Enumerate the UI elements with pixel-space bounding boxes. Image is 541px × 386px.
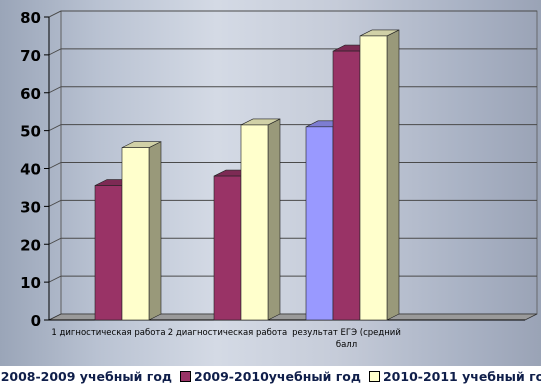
y-tick-label: 70 — [20, 47, 41, 65]
legend-item-2009-2010: 2009-2010учебный год — [180, 369, 361, 384]
y-tick-label: 10 — [20, 274, 41, 292]
legend-swatch-2009-2010 — [180, 370, 192, 382]
bar-chart: 0 10 20 30 40 50 60 70 80 1 дигностическая работа… — [20, 9, 538, 350]
gridline — [48, 48, 537, 56]
bar — [359, 35, 388, 321]
bar-side — [267, 118, 281, 321]
y-tick-label: 60 — [20, 85, 41, 103]
gridline — [48, 124, 537, 132]
legend-label-2009-2010: 2009-2010учебный год — [194, 368, 361, 384]
bar-side — [148, 141, 162, 321]
gridline — [48, 10, 537, 18]
bar-side — [386, 29, 400, 321]
x-category-label: балл — [336, 340, 357, 350]
x-category-label: 2 диагностическая работа — [168, 328, 287, 338]
legend-item-2010-2011: 2010-2011 учебный год — [368, 368, 541, 384]
bar — [121, 147, 150, 321]
bar — [332, 50, 361, 321]
legend-item-2008-2009: 2008-2009 учебный год — [0, 369, 172, 384]
y-tick-label: 40 — [20, 161, 41, 179]
bar — [305, 126, 334, 321]
y-tick-label: 80 — [20, 9, 41, 27]
gridline — [48, 86, 537, 94]
bar — [94, 185, 123, 321]
y-tick-label: 20 — [20, 236, 41, 254]
chart-legend: 2008-2009 учебный год 2009-2010учебный г… — [0, 366, 541, 386]
x-category-label: 1 дигностическая работа — [51, 328, 165, 338]
x-category-label: результат ЕГЭ (средний — [292, 328, 401, 338]
legend-label-2010-2011: 2010-2011 учебный год — [382, 368, 541, 384]
bar — [213, 175, 242, 321]
y-tick-label: 50 — [20, 123, 41, 141]
y-tick-label: 0 — [31, 312, 41, 330]
legend-label-2008-2009: 2008-2009 учебный год — [0, 368, 173, 384]
bar — [240, 124, 269, 321]
legend-swatch-2010-2011 — [368, 370, 380, 382]
y-tick-label: 30 — [20, 198, 41, 216]
